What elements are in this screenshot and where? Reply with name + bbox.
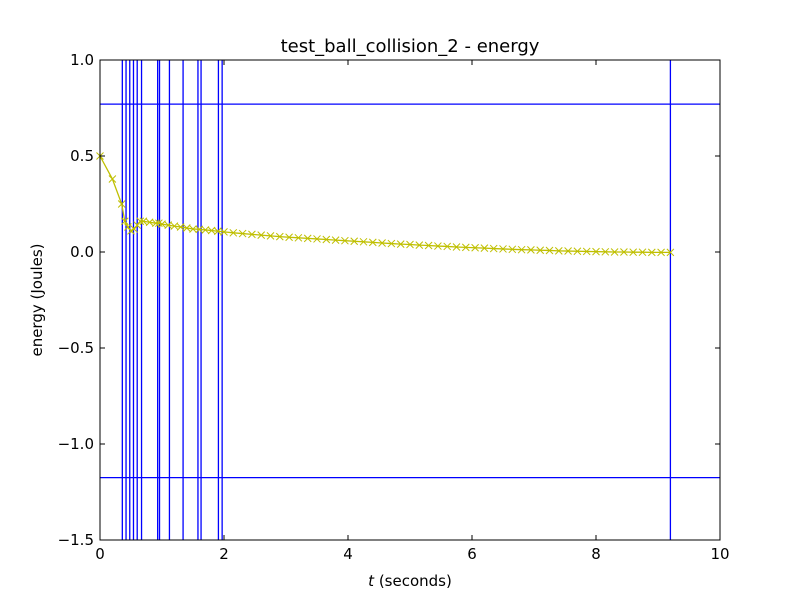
series-point: [248, 230, 256, 239]
series-point: [238, 229, 247, 238]
series-point: [396, 240, 405, 248]
series-point: [322, 235, 331, 244]
x-tick-label: 2: [219, 545, 229, 563]
series-point: [647, 248, 656, 257]
series-point: [229, 228, 238, 237]
series-point: [573, 247, 582, 256]
series-point: [182, 224, 191, 232]
series-point: [592, 247, 600, 256]
series-point: [489, 244, 498, 253]
y-tick-label: 0.0: [70, 243, 94, 261]
series-point: [378, 239, 386, 247]
series-point: [527, 246, 535, 254]
y-axis-label: energy (Joules): [28, 243, 46, 356]
series-point: [275, 232, 284, 241]
x-axis-label-rest: (seconds): [374, 572, 452, 590]
series-point: [176, 223, 185, 231]
chart-title: test_ball_collision_2 - energy: [281, 36, 540, 57]
y-tick-label: −1.5: [58, 531, 94, 549]
series-point: [303, 234, 312, 243]
y-tick-label: 1.0: [70, 51, 94, 69]
y-tick-label: −1.0: [58, 435, 94, 453]
series-point: [424, 241, 433, 250]
series-point: [350, 237, 359, 246]
series-point: [461, 243, 470, 252]
data-series: [96, 152, 675, 257]
series-point: [124, 223, 132, 231]
series-point: [257, 231, 266, 239]
x-tick-label: 4: [343, 545, 353, 563]
series-point: [443, 242, 452, 251]
x-axis-label-var: t: [368, 572, 375, 590]
series-point: [387, 239, 396, 248]
series-point: [582, 247, 591, 256]
series-point: [117, 200, 126, 208]
x-tick-label: 0: [95, 545, 105, 563]
series-point: [130, 225, 138, 233]
series-point: [434, 242, 442, 250]
series-point: [601, 247, 610, 256]
series-point: [213, 227, 222, 236]
series-point: [294, 233, 303, 242]
series-point: [136, 217, 145, 226]
x-tick-label: 10: [710, 545, 729, 563]
series-point: [220, 227, 228, 236]
series-point: [359, 237, 368, 246]
series-point: [620, 248, 628, 256]
series-point: [545, 246, 554, 255]
series-point: [508, 245, 517, 254]
series-point: [415, 241, 424, 249]
axes-frame: [99, 59, 721, 541]
x-tick-label: 8: [591, 545, 601, 563]
series-point: [120, 217, 129, 226]
series-point: [195, 225, 204, 234]
series-point: [341, 236, 349, 245]
series-point: [666, 248, 675, 257]
y-tick-label: 0.5: [70, 147, 94, 165]
series-point: [108, 175, 117, 183]
series-point: [164, 221, 173, 229]
series-point: [629, 248, 638, 257]
series-point: [517, 245, 526, 254]
series-point: [480, 244, 489, 253]
series-point: [536, 246, 545, 255]
series-point: [170, 222, 179, 230]
series-point: [638, 248, 647, 257]
series-point: [207, 226, 216, 235]
series-point: [158, 220, 166, 229]
x-tick-label: 6: [467, 545, 477, 563]
x-axis-label: t (seconds): [368, 572, 452, 590]
series-point: [406, 240, 414, 249]
series-point: [499, 245, 507, 253]
series-point: [564, 247, 572, 255]
series-point: [266, 232, 275, 240]
series-point: [657, 248, 665, 257]
series-point: [139, 217, 148, 226]
series-point: [331, 236, 340, 244]
series-point: [554, 246, 563, 255]
series-point: [610, 248, 619, 256]
ticks: 0 2 4 6 8 10 −1.5 −1.0 −0.5 0.0 0.5 1.0: [58, 51, 730, 563]
series-line: [99, 155, 671, 254]
series-point: [452, 243, 461, 251]
series-point: [368, 238, 377, 247]
series-point: [471, 243, 479, 252]
series-point: [201, 226, 210, 234]
reference-lines: [100, 60, 720, 540]
series-point: [189, 225, 197, 233]
series-point: [151, 219, 160, 228]
series-point: [285, 233, 293, 242]
series-point: [313, 235, 321, 243]
y-tick-label: −0.5: [58, 339, 94, 357]
series-point: [145, 218, 154, 227]
series-point: [133, 221, 142, 229]
